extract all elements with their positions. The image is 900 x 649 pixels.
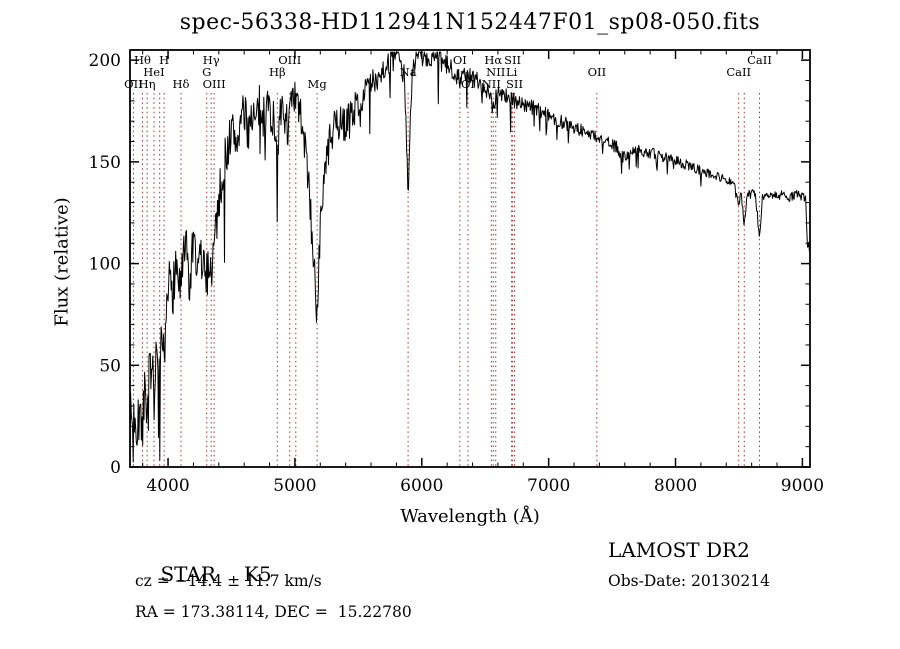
spectral-line-label: Hη [139, 77, 156, 91]
x-tick-label: 8000 [654, 476, 697, 496]
spectral-line-label: Hθ [134, 53, 151, 67]
spectrum-trace [129, 51, 810, 463]
y-axis-label: Flux (relative) [51, 197, 73, 327]
axis-frame [129, 49, 811, 468]
x-tick-label: 4000 [146, 476, 189, 496]
spectral-line-label: SII [504, 53, 521, 67]
spectral-line-label: OII [124, 77, 143, 91]
y-tick-label: 150 [89, 153, 121, 173]
spectral-line-label: OII [588, 65, 607, 79]
x-tick-label: 9000 [781, 476, 824, 496]
spectral-line-label: Hδ [173, 77, 190, 91]
spectral-line-label: OI [461, 77, 475, 91]
survey-text: LAMOST DR2 [608, 538, 750, 562]
classification-text: STAR K5 [135, 538, 272, 610]
spectral-line-label: NII [482, 77, 501, 91]
y-tick-label: 200 [89, 51, 121, 71]
spectral-line-label: SII [506, 77, 523, 91]
spectral-line-label: OIII [278, 53, 301, 67]
object-class: STAR [160, 562, 216, 586]
x-tick-label: 6000 [400, 476, 443, 496]
spectral-line-label: H [159, 53, 169, 67]
spectral-line-label: Mg [308, 77, 328, 91]
object-subclass: K5 [243, 562, 272, 586]
plot-title: spec-56338-HD112941N152447F01_sp08-050.f… [179, 10, 761, 35]
y-tick-label: 50 [99, 356, 121, 376]
spectral-line-label: Li [506, 65, 518, 79]
spectral-line-label: OI [453, 53, 467, 67]
spectral-line-label: Hβ [269, 65, 286, 79]
spectral-line-label: Hα [484, 53, 502, 67]
spectral-line-label: NII [486, 65, 505, 79]
x-tick-label: 5000 [273, 476, 316, 496]
obs-date-text: Obs-Date: 20130214 [608, 572, 770, 590]
y-tick-label: 100 [89, 255, 121, 275]
spectral-line-label: Hγ [203, 53, 220, 67]
spectral-line-label: OIII [203, 77, 226, 91]
x-tick-label: 7000 [527, 476, 570, 496]
x-axis-label: Wavelength (Å) [400, 506, 540, 527]
spectral-line-label: G [202, 65, 211, 79]
spectral-line-label: CaII [726, 65, 751, 79]
velocity-text: cz = −14.4 ± 11.7 km/s [135, 572, 322, 590]
spectral-line-label: CaII [747, 53, 772, 67]
y-tick-label: 0 [110, 458, 121, 478]
coordinates-text: RA = 173.38114, DEC = 15.22780 [135, 603, 412, 621]
spectral-line-label: HeI [143, 65, 164, 79]
